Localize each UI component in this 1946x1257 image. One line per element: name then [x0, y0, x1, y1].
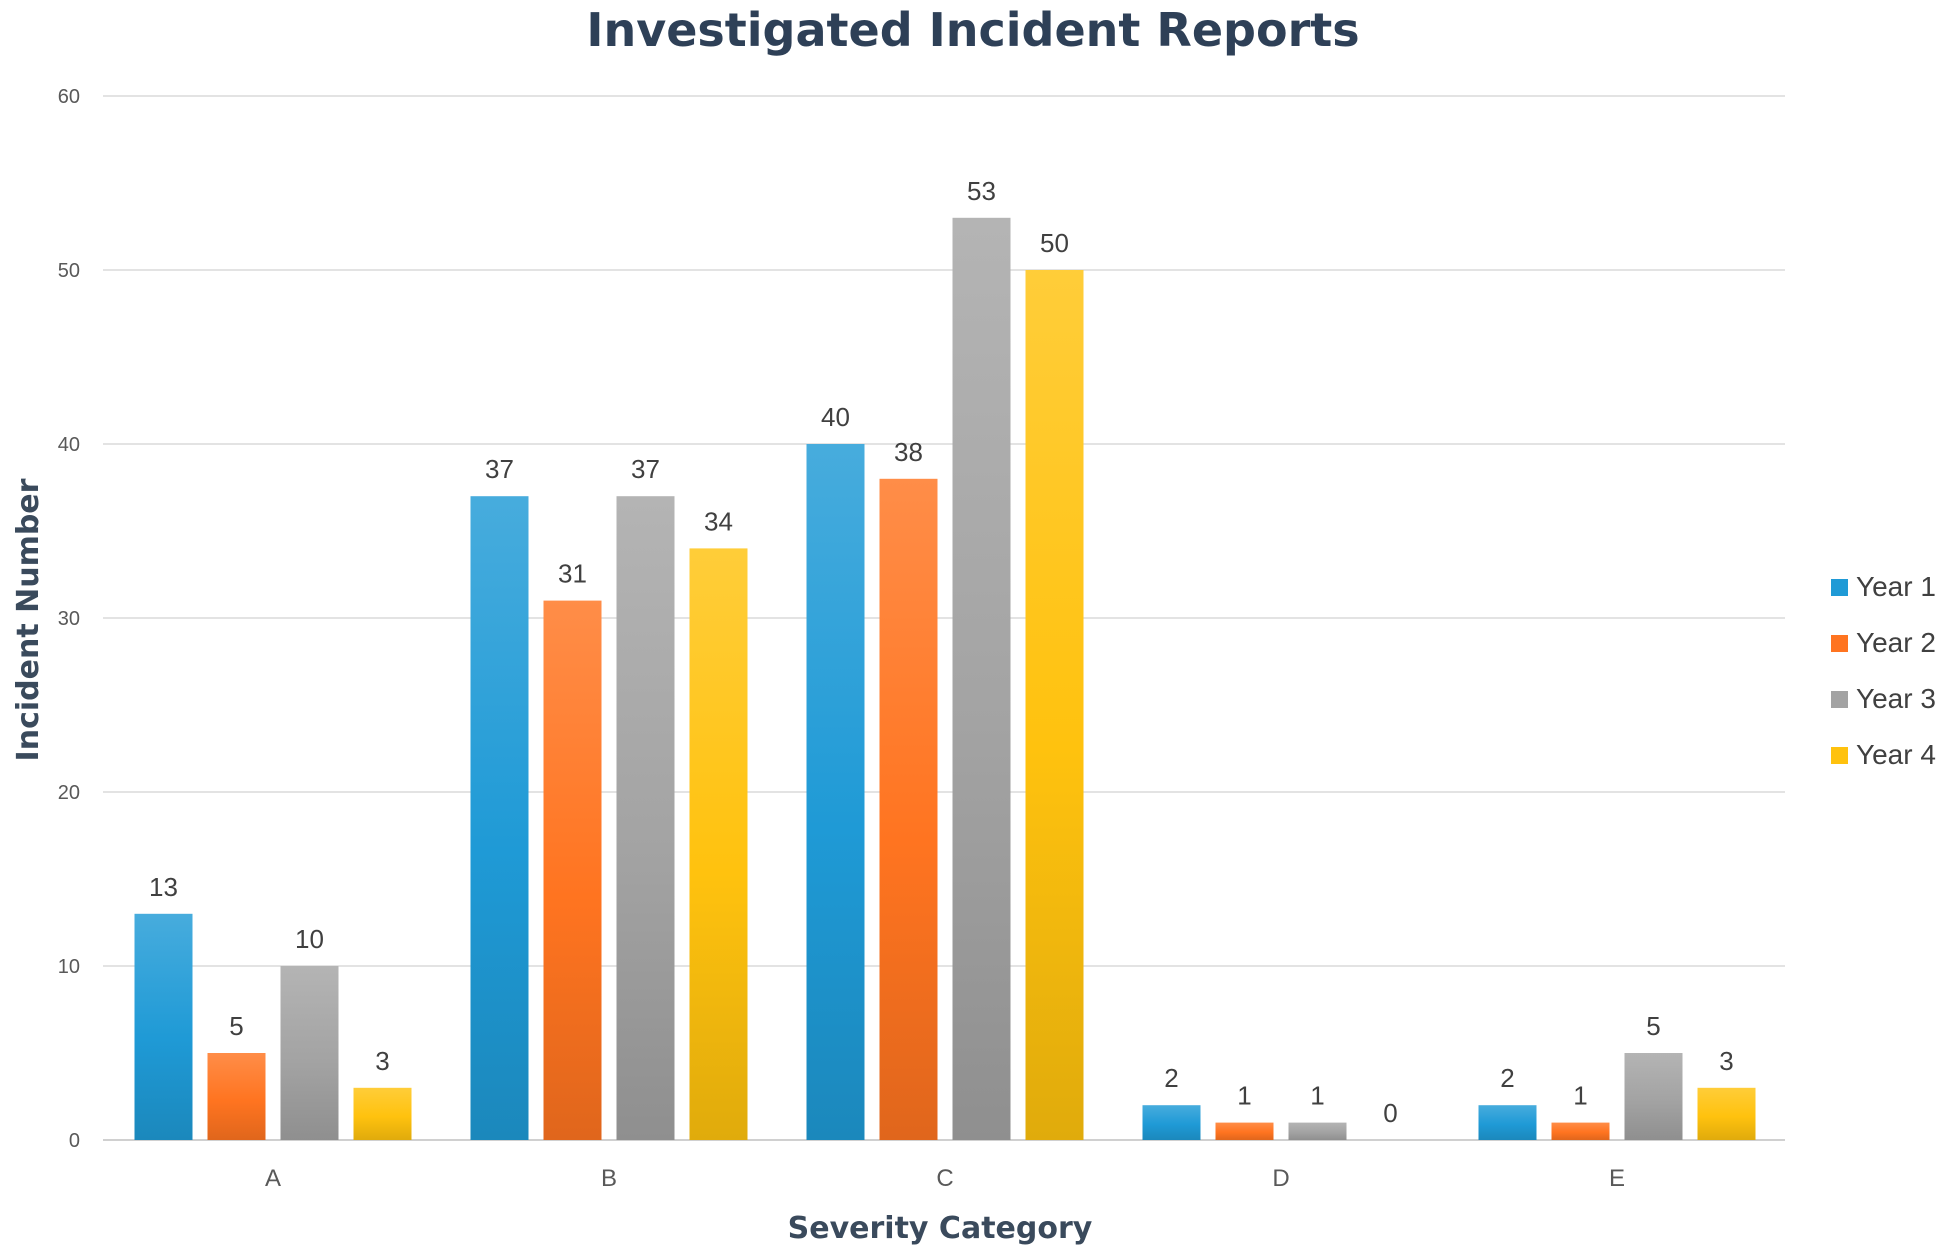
bar — [543, 600, 602, 1140]
gridlines — [103, 95, 1785, 1141]
legend-label: Year 4 — [1856, 739, 1936, 770]
bar — [952, 217, 1011, 1141]
x-tick-label: B — [601, 1165, 617, 1192]
y-tick-label: 60 — [58, 86, 80, 108]
data-label: 50 — [1040, 228, 1069, 258]
y-tick-label: 0 — [69, 1130, 80, 1152]
chart-title: Investigated Incident Reports — [586, 3, 1359, 57]
data-label: 1 — [1237, 1081, 1251, 1111]
bar — [1478, 1105, 1537, 1140]
bar — [1025, 270, 1084, 1140]
bar — [280, 966, 339, 1140]
legend-swatch — [1831, 691, 1848, 708]
data-label: 40 — [821, 402, 850, 432]
data-label: 38 — [894, 437, 923, 467]
data-label: 13 — [149, 872, 178, 902]
data-label: 31 — [558, 559, 587, 589]
data-label: 0 — [1383, 1098, 1397, 1128]
y-tick-label: 10 — [58, 956, 80, 978]
data-label: 37 — [485, 454, 514, 484]
bar — [1142, 1105, 1201, 1140]
bar — [207, 1053, 266, 1140]
data-label: 53 — [967, 176, 996, 206]
data-label: 2 — [1500, 1063, 1514, 1093]
bar — [689, 548, 748, 1140]
bar — [353, 1087, 412, 1140]
bar — [470, 496, 529, 1140]
y-tick-label: 30 — [58, 608, 80, 630]
legend-swatch — [1831, 747, 1848, 764]
x-tick-label: D — [1272, 1165, 1289, 1192]
legend-swatch — [1831, 579, 1848, 596]
y-tick-label: 20 — [58, 782, 80, 804]
legend-label: Year 3 — [1856, 683, 1936, 714]
x-tick-label: C — [936, 1165, 953, 1192]
data-label: 34 — [704, 506, 733, 536]
bar — [879, 478, 938, 1140]
x-axis-ticks: A B C D E — [265, 1165, 1625, 1192]
y-tick-label: 40 — [58, 434, 80, 456]
legend-swatch — [1831, 635, 1848, 652]
data-label: 2 — [1164, 1063, 1178, 1093]
y-tick-label: 50 — [58, 260, 80, 282]
x-axis-title: Severity Category — [788, 1211, 1093, 1246]
data-label: 5 — [229, 1011, 243, 1041]
data-label: 3 — [375, 1046, 389, 1076]
data-label: 3 — [1719, 1046, 1733, 1076]
data-label: 1 — [1310, 1081, 1324, 1111]
y-axis-title: Incident Number — [11, 478, 46, 761]
x-tick-label: E — [1609, 1165, 1625, 1192]
y-axis-ticks: 0 10 20 30 40 50 60 — [58, 86, 80, 1152]
data-label: 1 — [1573, 1081, 1587, 1111]
bars — [134, 217, 1756, 1141]
bar — [616, 496, 675, 1140]
bar — [1551, 1122, 1610, 1140]
legend-label: Year 1 — [1856, 571, 1936, 602]
bar — [1215, 1122, 1274, 1140]
x-tick-label: A — [265, 1165, 281, 1192]
data-label: 5 — [1646, 1011, 1660, 1041]
bar — [1288, 1122, 1347, 1140]
bar — [806, 444, 865, 1140]
bar — [134, 913, 193, 1140]
bar — [1624, 1053, 1683, 1140]
legend: Year 1 Year 2 Year 3 Year 4 — [1831, 571, 1936, 770]
legend-label: Year 2 — [1856, 627, 1936, 658]
data-label: 37 — [631, 454, 660, 484]
bar — [1697, 1087, 1756, 1140]
data-label: 10 — [295, 924, 324, 954]
